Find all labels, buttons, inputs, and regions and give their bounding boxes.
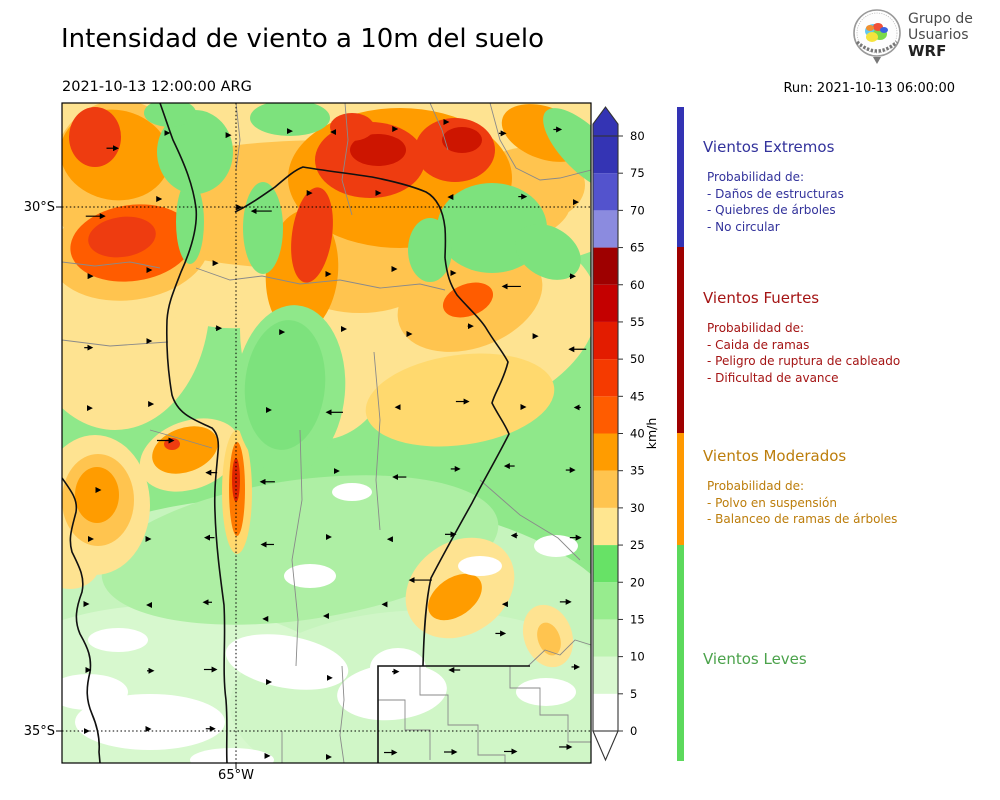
wind-intensity-fill [62, 103, 591, 763]
valid-time-label: 2021-10-13 12:00:00 ARG [62, 79, 252, 95]
run-time-label: Run: 2021-10-13 06:00:00 [783, 81, 955, 96]
lat-label-30s: 30°S [23, 200, 55, 215]
legend-item: - Quiebres de árboles [707, 203, 836, 217]
legend-item: - Peligro de ruptura de cableado [707, 354, 901, 368]
legend-title: Vientos Fuertes [703, 289, 820, 307]
logo-seal-icon [853, 9, 901, 64]
legend-item: - Daños de estructuras [707, 186, 844, 201]
logo-text-line2: Usuarios [908, 27, 969, 43]
logo-text-line1: Grupo de [908, 11, 973, 27]
legend-item: - Balanceo de ramas de árboles [707, 512, 898, 526]
category-strip-segment [677, 433, 684, 545]
colorbar-tick-label: 20 [630, 575, 645, 589]
legend-section-fuertes: Vientos Fuertes Probabilidad de: - Caida… [703, 289, 993, 386]
legend-item: - No circular [707, 219, 780, 234]
colorbar-tick-label: 0 [630, 724, 637, 738]
colorbar-tick-label: 75 [630, 166, 645, 180]
colorbar-tick-label: 55 [630, 315, 645, 329]
legend-section-extremos: Vientos Extremos Probabilidad de: - Daño… [703, 138, 993, 235]
colorbar-tick-label: 30 [630, 501, 645, 515]
colorbar-tick-label: 15 [630, 612, 645, 626]
legend-section-leves: Vientos Leves [703, 650, 993, 681]
category-strip-segment [677, 247, 684, 433]
colorbar-tick-label: 35 [630, 464, 645, 478]
lon-label-65w: 65°W [218, 768, 254, 783]
graticule [62, 103, 591, 763]
logo-text-wrf: WRF [908, 42, 947, 60]
colorbar-tick-label: 60 [630, 278, 645, 292]
legend-item: - Polvo en suspensión [707, 495, 837, 510]
colorbar-tick-label: 5 [630, 687, 637, 701]
wrf-users-group-logo: Grupo de Usuarios WRF [850, 6, 973, 64]
category-strip-segment [677, 545, 684, 761]
colorbar-tick-label: 80 [630, 129, 645, 143]
colorbar-tick-label: 25 [630, 538, 645, 552]
colorbar-unit-label: km/h [644, 418, 659, 450]
wind-arrows [83, 126, 587, 760]
colorbar-tick-label: 50 [630, 352, 645, 366]
legend-probability-label: Probabilidad de: [707, 321, 805, 335]
wind-category-strip [677, 107, 684, 761]
legend-title: Vientos Moderados [703, 447, 847, 465]
map-frame [61, 102, 592, 764]
map-canvas [62, 103, 591, 763]
colorbar-tick-label: 65 [630, 241, 645, 255]
legend-probability-label: Probabilidad de: [707, 170, 805, 184]
colorbar-tick-label: 45 [630, 389, 645, 403]
figure-title: Intensidad de viento a 10m del suelo [61, 24, 545, 54]
legend-probability-label: Probabilidad de: [707, 479, 805, 493]
legend-item: - Dificultad de avance [707, 370, 839, 385]
colorbar: 0 5 10 15 20 25 30 35 40 45 50 55 60 65 70 75 80 km/h [592, 106, 659, 762]
colorbar-tick-label: 40 [630, 427, 645, 441]
legend-item: - Caida de ramas [707, 337, 810, 352]
legend-section-moderados: Vientos Moderados Probabilidad de: - Pol… [703, 447, 993, 528]
legend-title: Vientos Leves [703, 650, 807, 668]
colorbar-tick-label: 10 [630, 650, 645, 664]
colorbar-tick-label: 70 [630, 203, 645, 217]
legend-title: Vientos Extremos [703, 138, 835, 156]
lat-label-35s: 35°S [23, 724, 55, 739]
category-strip-segment [677, 107, 684, 247]
